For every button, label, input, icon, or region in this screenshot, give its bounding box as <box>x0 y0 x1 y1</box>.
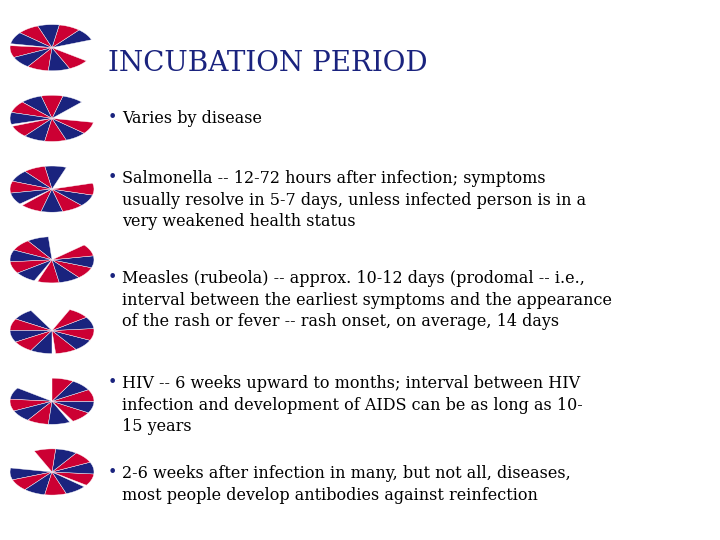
Polygon shape <box>52 30 91 48</box>
Polygon shape <box>52 183 94 195</box>
Polygon shape <box>10 399 52 411</box>
Polygon shape <box>37 260 59 283</box>
Polygon shape <box>52 390 94 401</box>
Text: •: • <box>108 375 117 390</box>
Polygon shape <box>22 189 52 212</box>
Polygon shape <box>52 449 76 472</box>
Polygon shape <box>12 102 52 118</box>
Polygon shape <box>10 250 52 262</box>
Polygon shape <box>22 96 52 118</box>
Text: •: • <box>108 170 117 185</box>
Polygon shape <box>52 245 94 260</box>
Polygon shape <box>52 330 76 354</box>
Polygon shape <box>25 472 52 495</box>
Polygon shape <box>10 112 52 124</box>
Polygon shape <box>10 46 52 57</box>
Polygon shape <box>10 468 52 480</box>
Text: •: • <box>108 110 117 125</box>
Polygon shape <box>31 330 52 354</box>
Polygon shape <box>14 48 52 66</box>
Polygon shape <box>45 472 66 495</box>
Polygon shape <box>52 472 84 494</box>
Polygon shape <box>10 330 52 342</box>
Polygon shape <box>52 260 91 278</box>
Polygon shape <box>12 171 52 189</box>
Text: Varies by disease: Varies by disease <box>122 110 262 127</box>
Text: 2-6 weeks after infection in many, but not all, diseases,
most people develop an: 2-6 weeks after infection in many, but n… <box>122 465 571 503</box>
Polygon shape <box>35 449 55 472</box>
Polygon shape <box>11 189 52 204</box>
Polygon shape <box>37 25 59 48</box>
Polygon shape <box>52 309 86 330</box>
Polygon shape <box>52 401 89 421</box>
Polygon shape <box>52 48 86 69</box>
Polygon shape <box>10 181 52 193</box>
Polygon shape <box>52 378 73 401</box>
Polygon shape <box>52 260 79 282</box>
Polygon shape <box>45 118 66 141</box>
Polygon shape <box>14 401 52 420</box>
Polygon shape <box>52 462 94 474</box>
Text: •: • <box>108 465 117 480</box>
Polygon shape <box>52 118 84 140</box>
Polygon shape <box>10 319 52 330</box>
Polygon shape <box>41 189 63 212</box>
Polygon shape <box>11 33 52 48</box>
Polygon shape <box>48 401 70 424</box>
Polygon shape <box>25 166 52 189</box>
Polygon shape <box>16 310 52 330</box>
Polygon shape <box>52 96 81 118</box>
Polygon shape <box>52 318 94 330</box>
Polygon shape <box>52 118 94 133</box>
Text: •: • <box>108 270 117 285</box>
Text: INCUBATION PERIOD: INCUBATION PERIOD <box>108 50 428 77</box>
Polygon shape <box>45 166 66 189</box>
Polygon shape <box>25 118 52 141</box>
Polygon shape <box>28 237 52 260</box>
Polygon shape <box>14 241 52 260</box>
Polygon shape <box>17 260 52 281</box>
Text: Measles (rubeola) -- approx. 10-12 days (prodomal -- i.e.,
interval between the : Measles (rubeola) -- approx. 10-12 days … <box>122 270 612 330</box>
Polygon shape <box>41 95 63 118</box>
Polygon shape <box>52 328 94 340</box>
Polygon shape <box>28 48 52 71</box>
Polygon shape <box>52 330 90 349</box>
Polygon shape <box>52 472 94 485</box>
Polygon shape <box>20 26 52 48</box>
Polygon shape <box>16 330 52 350</box>
Text: HIV -- 6 weeks upward to months; interval between HIV
infection and development : HIV -- 6 weeks upward to months; interva… <box>122 375 582 435</box>
Polygon shape <box>48 48 70 71</box>
Polygon shape <box>52 381 89 401</box>
Polygon shape <box>10 260 52 273</box>
Polygon shape <box>52 256 94 268</box>
Text: Salmonella -- 12-72 hours after infection; symptoms
usually resolve in 5-7 days,: Salmonella -- 12-72 hours after infectio… <box>122 170 586 230</box>
Polygon shape <box>52 453 90 472</box>
Polygon shape <box>52 189 93 205</box>
Polygon shape <box>10 388 52 401</box>
Polygon shape <box>28 401 52 424</box>
Polygon shape <box>52 189 81 212</box>
Polygon shape <box>12 118 52 136</box>
Polygon shape <box>12 472 52 490</box>
Polygon shape <box>52 401 94 413</box>
Polygon shape <box>52 25 79 48</box>
